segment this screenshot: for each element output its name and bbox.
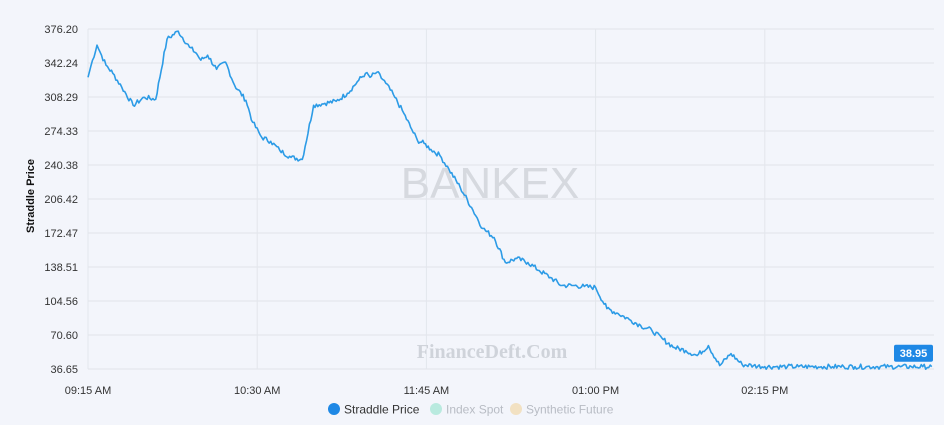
legend-swatch <box>430 403 442 415</box>
legend-label: Index Spot <box>446 403 504 417</box>
y-axis-title: Straddle Price <box>25 159 37 233</box>
x-tick-label: 10:30 AM <box>234 385 280 397</box>
series-layer <box>87 30 933 370</box>
y-tick-label: 274.33 <box>44 126 78 138</box>
y-tick-label: 172.47 <box>44 228 78 240</box>
legend-swatch <box>510 403 522 415</box>
y-tick-label: 138.51 <box>44 262 78 274</box>
y-tick-label: 36.65 <box>50 364 78 376</box>
last-value-label: 38.95 <box>900 348 928 360</box>
series-line-straddle-price <box>87 30 933 370</box>
y-tick-label: 70.60 <box>50 330 78 342</box>
x-tick-label: 01:00 PM <box>572 385 619 397</box>
x-axis-ticks: 09:15 AM 10:30 AM 11:45 AM 01:00 PM 02:15 PM <box>65 385 789 397</box>
y-tick-label: 206.42 <box>44 194 78 206</box>
legend-swatch <box>328 403 340 415</box>
legend: Straddle Price Index Spot Synthetic Future <box>328 403 614 417</box>
x-tick-label: 02:15 PM <box>741 385 788 397</box>
y-axis-ticks: 376.20 342.24 308.29 274.33 240.38 206.42 172.… <box>44 24 78 376</box>
grid-lines <box>87 28 934 370</box>
y-tick-label: 240.38 <box>44 160 78 172</box>
x-tick-label: 09:15 AM <box>65 385 111 397</box>
brand-watermark: FinanceDeft.Com <box>417 341 568 363</box>
chart-watermark: BANKEX <box>401 159 580 208</box>
legend-label: Straddle Price <box>344 403 420 417</box>
y-tick-label: 342.24 <box>44 58 78 70</box>
last-value-badge <box>894 344 933 362</box>
x-tick-label: 11:45 AM <box>404 385 450 397</box>
y-tick-label: 308.29 <box>44 92 78 104</box>
y-tick-label: 376.20 <box>44 24 78 36</box>
last-value-marker: 38.95 <box>894 344 933 362</box>
y-tick-label: 104.56 <box>44 296 78 308</box>
legend-label: Synthetic Future <box>526 403 614 417</box>
